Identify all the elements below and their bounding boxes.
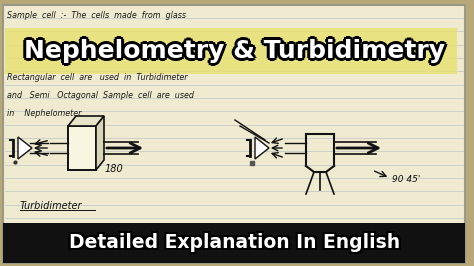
Polygon shape — [18, 137, 32, 159]
Text: Nephelometry & Turbidimetry: Nephelometry & Turbidimetry — [25, 39, 446, 63]
Text: Nephelometry & Turbidimetry: Nephelometry & Turbidimetry — [27, 39, 448, 63]
Text: Sample  cell  :-  The  cells  made  from  glass: Sample cell :- The cells made from glass — [7, 10, 186, 19]
FancyBboxPatch shape — [68, 126, 96, 170]
FancyBboxPatch shape — [3, 223, 465, 263]
Text: Detailed Explanation In English: Detailed Explanation In English — [72, 231, 402, 251]
Polygon shape — [96, 116, 104, 170]
Text: Nephelometry & Turbidimetry: Nephelometry & Turbidimetry — [27, 41, 447, 65]
Text: 180: 180 — [105, 164, 123, 174]
Text: Turbidimeter: Turbidimeter — [20, 201, 82, 211]
Text: Nephelometry & Turbidimetry: Nephelometry & Turbidimetry — [25, 36, 446, 60]
FancyBboxPatch shape — [3, 5, 465, 263]
Text: Detailed Explanation In English: Detailed Explanation In English — [72, 235, 402, 255]
Text: Nephelometry & Turbidimetry: Nephelometry & Turbidimetry — [22, 37, 444, 61]
Text: in    Nephelometer.: in Nephelometer. — [7, 110, 83, 118]
Text: Detailed Explanation In English: Detailed Explanation In English — [67, 235, 399, 255]
Text: Detailed Explanation In English: Detailed Explanation In English — [67, 231, 399, 251]
Text: and   Semi   Octagonal  Sample  cell  are  used: and Semi Octagonal Sample cell are used — [7, 92, 194, 101]
Text: Nephelometry & Turbidimetry: Nephelometry & Turbidimetry — [21, 39, 443, 63]
FancyBboxPatch shape — [5, 28, 457, 74]
Polygon shape — [68, 116, 104, 126]
Text: -: - — [13, 158, 17, 168]
Text: Rectangular  cell  are   used  in  Turbidimeter: Rectangular cell are used in Turbidimete… — [7, 73, 188, 82]
Text: Nephelometry & Turbidimetry: Nephelometry & Turbidimetry — [25, 42, 446, 66]
Text: Nephelometry & Turbidimetry: Nephelometry & Turbidimetry — [22, 41, 444, 65]
Text: Detailed Explanation In English: Detailed Explanation In English — [69, 234, 401, 252]
Text: Nephelometry & Turbidimetry: Nephelometry & Turbidimetry — [27, 37, 447, 61]
Polygon shape — [255, 137, 269, 159]
Text: 90 45': 90 45' — [392, 176, 420, 185]
